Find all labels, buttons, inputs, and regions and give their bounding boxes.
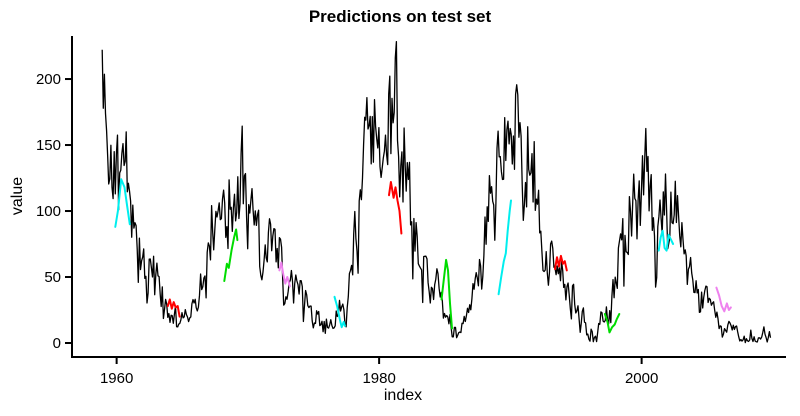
actual-series-line: [101, 40, 772, 344]
prediction-segment-red-2: [166, 298, 181, 318]
x-tick-label: 1960: [100, 370, 133, 387]
prediction-segment-violet-4: [278, 261, 291, 288]
prediction-segment-green-3: [223, 228, 239, 282]
prediction-segment-cyan-8: [497, 199, 512, 296]
x-tick-label: 1980: [362, 370, 395, 387]
prediction-segment-violet-12: [715, 286, 732, 313]
x-tick-label: 2000: [625, 370, 658, 387]
chart-title: Predictions on test set: [308, 7, 492, 26]
prediction-segment-cyan-5: [333, 295, 346, 329]
y-tick-label: 200: [36, 71, 61, 88]
y-tick-label: 150: [36, 137, 61, 154]
prediction-segment-red-9: [554, 254, 568, 272]
y-tick-label: 0: [53, 335, 61, 352]
prediction-segment-cyan-1: [114, 178, 131, 228]
prediction-segment-red-6: [388, 181, 403, 235]
prediction-segment-green-7: [440, 258, 453, 330]
x-axis-title: index: [383, 387, 423, 404]
prediction-segment-cyan-11: [657, 229, 675, 252]
y-tick-label: 100: [36, 203, 61, 220]
prediction-segment-green-10: [603, 313, 621, 334]
y-tick-label: 50: [44, 269, 61, 286]
